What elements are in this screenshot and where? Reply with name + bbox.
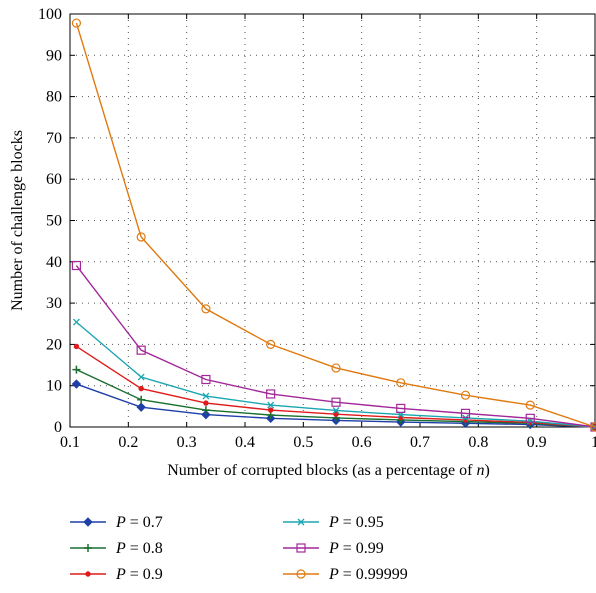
data-point bbox=[136, 232, 146, 242]
series-group bbox=[71, 18, 596, 432]
y-tick-label: 70 bbox=[46, 130, 62, 147]
data-point bbox=[525, 400, 535, 410]
data-point bbox=[331, 397, 341, 407]
axis-ticks: 0.1 0.2 0.3 0.4 0.5 0.6 0.7 0.8 0.9 1010203040506… bbox=[38, 6, 596, 451]
series-6 bbox=[71, 18, 596, 432]
data-point bbox=[590, 422, 596, 432]
y-tick-label: 0 bbox=[54, 419, 62, 436]
legend-item: P = 0.99 bbox=[283, 540, 384, 557]
x-tick-label: 0.6 bbox=[352, 434, 372, 451]
legend-item: P = 0.95 bbox=[283, 514, 384, 531]
data-point bbox=[460, 408, 471, 418]
data-point bbox=[73, 343, 80, 350]
legend-marker bbox=[83, 517, 93, 527]
legend-marker bbox=[296, 543, 306, 553]
data-point bbox=[396, 378, 406, 388]
x-tick-label: 1 bbox=[591, 434, 596, 451]
x-tick-label: 0.3 bbox=[177, 434, 197, 451]
legend-marker bbox=[84, 544, 92, 552]
legend-item: P = 0.9 bbox=[70, 566, 163, 583]
series-3 bbox=[73, 343, 596, 430]
x-axis-label: Number of corrupted blocks (as a percent… bbox=[167, 462, 490, 479]
data-point bbox=[460, 390, 471, 400]
y-tick-label: 50 bbox=[46, 213, 62, 230]
y-tick-label: 80 bbox=[46, 89, 62, 106]
data-point bbox=[138, 385, 144, 392]
legend-marker bbox=[296, 569, 306, 579]
data-point bbox=[331, 363, 341, 373]
legend: P = 0.7 P = 0.8 P = 0.9 P = 0.95 P = 0.99 P =… bbox=[70, 514, 408, 583]
data-point bbox=[71, 379, 82, 389]
legend-label: P = 0.99 bbox=[328, 540, 384, 557]
data-point bbox=[396, 403, 406, 414]
data-point bbox=[203, 400, 209, 406]
data-point bbox=[71, 260, 82, 271]
y-tick-label: 10 bbox=[46, 378, 62, 395]
data-point bbox=[137, 373, 145, 381]
legend-label: P = 0.99999 bbox=[328, 566, 408, 583]
data-point bbox=[136, 402, 146, 412]
y-tick-label: 100 bbox=[38, 6, 62, 23]
legend-label: P = 0.95 bbox=[328, 514, 384, 531]
data-point bbox=[201, 374, 211, 385]
data-point bbox=[201, 304, 211, 314]
data-point bbox=[333, 411, 339, 417]
series-line bbox=[75, 265, 596, 428]
legend-label: P = 0.8 bbox=[115, 540, 163, 557]
x-tick-label: 0.7 bbox=[410, 434, 430, 451]
x-tick-label: 0.4 bbox=[235, 434, 255, 451]
data-point bbox=[136, 345, 146, 355]
data-point bbox=[137, 395, 146, 404]
x-tick-label: 0.9 bbox=[527, 434, 547, 451]
series-5 bbox=[71, 260, 596, 432]
y-tick-label: 20 bbox=[46, 336, 62, 353]
legend-item: P = 0.7 bbox=[70, 514, 163, 531]
y-tick-label: 60 bbox=[46, 171, 62, 188]
data-point bbox=[201, 409, 211, 420]
x-tick-label: 0.1 bbox=[60, 434, 80, 451]
legend-item: P = 0.99999 bbox=[283, 566, 408, 583]
data-point bbox=[202, 392, 210, 400]
y-tick-label: 30 bbox=[46, 295, 62, 312]
legend-item: P = 0.8 bbox=[70, 540, 163, 557]
legend-label: P = 0.7 bbox=[115, 514, 163, 531]
x-tick-label: 0.8 bbox=[468, 434, 488, 451]
data-point bbox=[72, 365, 81, 374]
data-point bbox=[201, 406, 210, 415]
data-point bbox=[71, 18, 82, 28]
legend-marker bbox=[85, 571, 91, 577]
y-tick-label: 90 bbox=[46, 47, 62, 64]
legend-marker bbox=[297, 518, 305, 526]
y-tick-label: 40 bbox=[46, 254, 62, 271]
series-line bbox=[75, 22, 596, 428]
data-point bbox=[525, 413, 535, 423]
data-point bbox=[266, 339, 276, 349]
data-point bbox=[332, 407, 340, 414]
data-point bbox=[267, 407, 274, 413]
data-point bbox=[267, 401, 275, 409]
y-axis-label: Number of challenge blocks bbox=[9, 130, 26, 311]
x-tick-label: 0.5 bbox=[293, 434, 313, 451]
legend-label: P = 0.9 bbox=[115, 566, 163, 583]
data-point bbox=[266, 389, 276, 399]
data-point bbox=[72, 318, 80, 326]
x-tick-label: 0.2 bbox=[118, 434, 138, 451]
